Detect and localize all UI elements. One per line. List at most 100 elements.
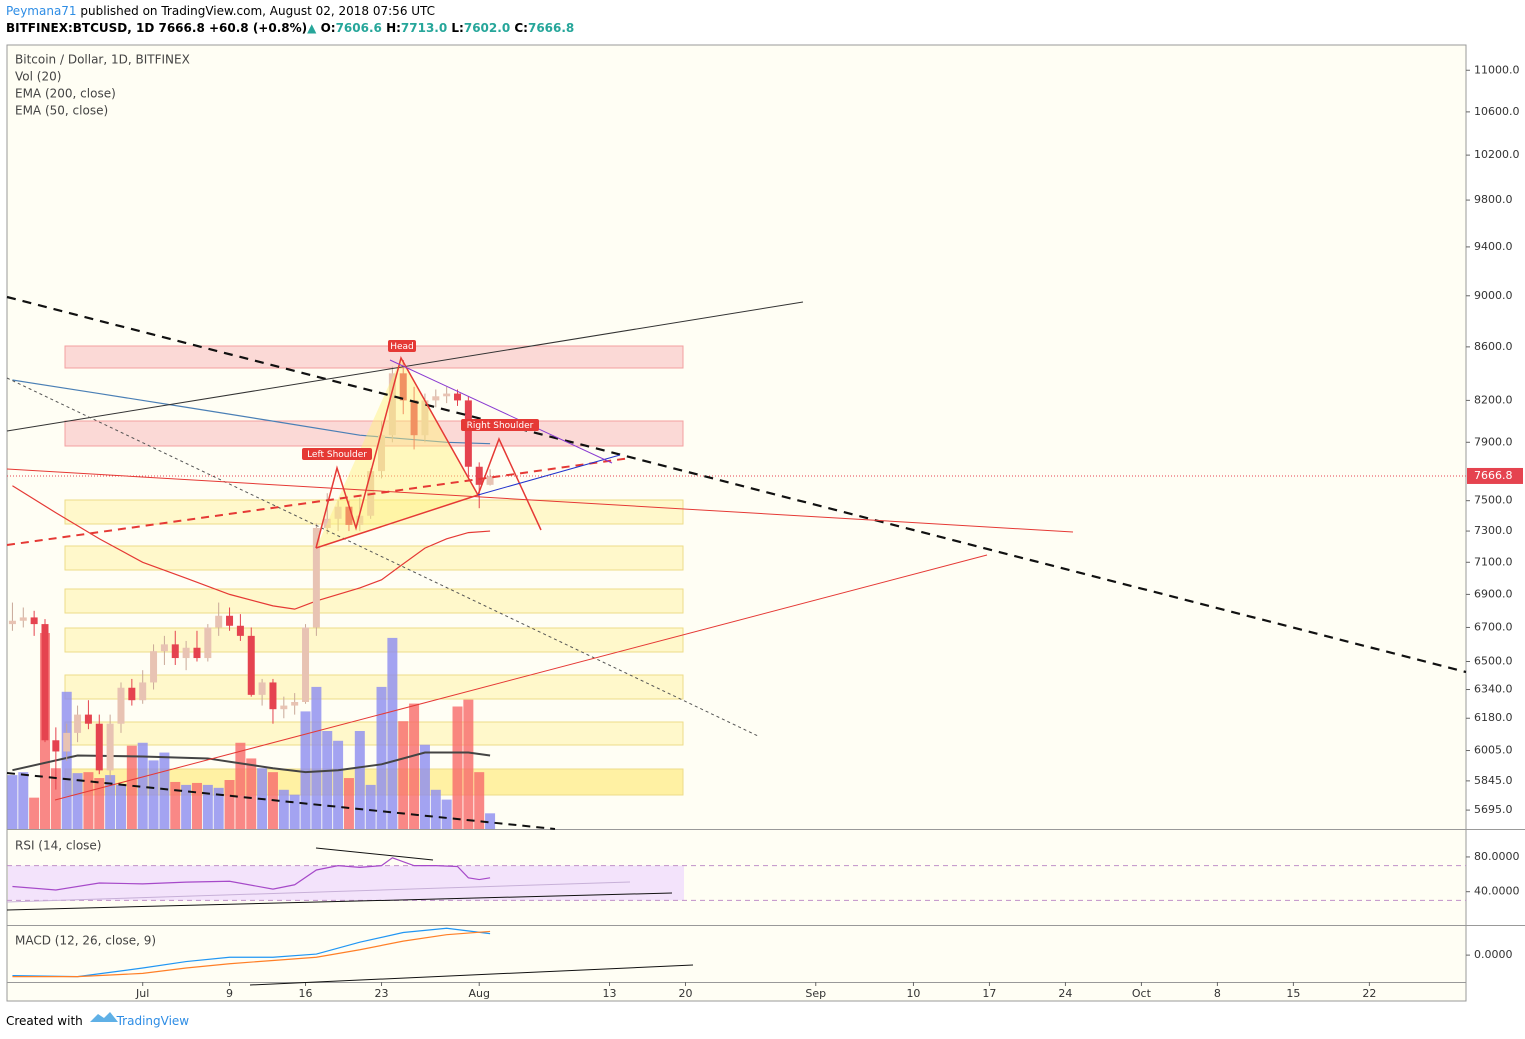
volume-bar <box>170 781 181 829</box>
label-box <box>461 419 539 431</box>
volume-bar <box>300 711 311 829</box>
volume-bar <box>18 772 29 829</box>
author[interactable]: Peymana71 <box>6 4 77 18</box>
y-tick-label: 6700.0 <box>1474 620 1513 633</box>
volume-bar <box>463 699 474 829</box>
candle-body <box>302 627 310 702</box>
y-tick-label: 9000.0 <box>1474 289 1513 302</box>
zone <box>64 420 684 447</box>
y-tick-label: 7500.0 <box>1474 494 1513 507</box>
volume-bar <box>267 772 278 829</box>
footer: Created with TradingView <box>6 1014 189 1028</box>
annotation: Left Shoulder <box>307 450 367 460</box>
x-tick-label: 15 <box>1286 987 1300 1000</box>
trend-line <box>6 377 759 737</box>
ema-line <box>12 485 491 610</box>
candle-body <box>63 732 71 752</box>
y-tick-label: 10200.0 <box>1474 148 1520 161</box>
volume-bar <box>39 633 50 829</box>
volume-bar <box>61 691 72 829</box>
y-tick-label: 10600.0 <box>1474 105 1520 118</box>
candle-body <box>19 617 27 621</box>
volume-bar <box>387 637 398 829</box>
last-price-box <box>1467 467 1523 484</box>
volume-bar <box>105 775 116 829</box>
quote-line: BITFINEX:BTCUSD, 1D 7666.8 +60.8 (+0.8%)… <box>6 21 575 35</box>
x-tick-label: 9 <box>226 987 233 1000</box>
candle-body <box>421 400 429 436</box>
x-tick-label: 23 <box>375 987 389 1000</box>
candle-body <box>486 475 494 485</box>
candle-body <box>226 615 234 626</box>
trend-line <box>6 301 804 432</box>
candle-body <box>8 620 16 625</box>
volume-bar <box>474 772 485 829</box>
plot-bg <box>6 44 1467 1002</box>
candle-body <box>160 644 168 652</box>
volume-bar <box>235 742 246 829</box>
volume-bar <box>94 778 105 829</box>
candle-body <box>41 624 49 741</box>
volume-bar <box>224 780 235 829</box>
volume-bar <box>7 775 18 829</box>
y-tick-label: 9400.0 <box>1474 240 1513 253</box>
y-tick-label: 7300.0 <box>1474 524 1513 537</box>
volume-bar <box>365 784 376 829</box>
trend-line <box>6 772 556 830</box>
volume-bar <box>289 794 300 829</box>
macd-line <box>249 964 694 986</box>
zone <box>64 545 684 571</box>
brand[interactable]: TradingView <box>116 1014 190 1028</box>
zone <box>64 588 684 614</box>
candle-body <box>52 740 60 752</box>
y-tick-label: 80.0000 <box>1474 850 1520 863</box>
last-price-label: 7666.8 <box>1474 469 1513 482</box>
x-tick-label: 20 <box>678 987 692 1000</box>
volume-bar <box>322 731 333 829</box>
created: Created with <box>6 1014 83 1028</box>
y-tick-label: 6005.0 <box>1474 744 1513 757</box>
candle-body <box>443 393 451 397</box>
candle-body <box>139 682 147 701</box>
volume-bar <box>191 782 202 829</box>
l-label: L: <box>451 21 464 35</box>
pattern-fill <box>316 358 478 548</box>
trend-line <box>389 359 613 464</box>
volume-bar <box>376 686 387 829</box>
candle-body <box>106 723 114 771</box>
legend-entry: EMA (50, close) <box>15 104 108 118</box>
y-tick-label: 0.0000 <box>1474 948 1513 961</box>
volume-ma <box>12 751 491 774</box>
candle-body <box>356 515 364 525</box>
price: 7666.8 <box>158 21 205 35</box>
annotation: Head <box>390 342 414 352</box>
trend-line <box>6 468 1074 533</box>
x-tick-label: 8 <box>1214 987 1221 1000</box>
change: +60.8 (+0.8%) <box>208 21 308 35</box>
x-tick-label: 24 <box>1058 987 1072 1000</box>
trend-line <box>54 554 988 801</box>
macd-title: MACD (12, 26, close, 9) <box>15 934 156 948</box>
candle-body <box>258 682 266 695</box>
drawings <box>6 295 1467 986</box>
symbol: BITFINEX:BTCUSD, 1D <box>6 21 155 35</box>
candle-body <box>74 714 82 733</box>
volume-bar <box>441 799 452 829</box>
y-tick-label: 40.0000 <box>1474 885 1520 898</box>
rsi-title: RSI (14, close) <box>15 839 101 853</box>
x-tick-label: 13 <box>602 987 616 1000</box>
volume-bar <box>257 768 268 829</box>
x-tick-label: 16 <box>299 987 313 1000</box>
y-tick-label: 8600.0 <box>1474 340 1513 353</box>
candle-body <box>388 373 396 436</box>
volume-bar <box>333 740 344 829</box>
y-tick-label: 5845.0 <box>1474 774 1513 787</box>
volume-bar <box>452 706 463 829</box>
c-label: C: <box>514 21 528 35</box>
candle-body <box>117 687 125 724</box>
annotation-labels: Head Left Shoulder Right Shoulder <box>302 340 539 460</box>
zone <box>64 721 684 746</box>
zone <box>64 345 684 369</box>
published: published on TradingView.com, August 02,… <box>76 4 436 18</box>
